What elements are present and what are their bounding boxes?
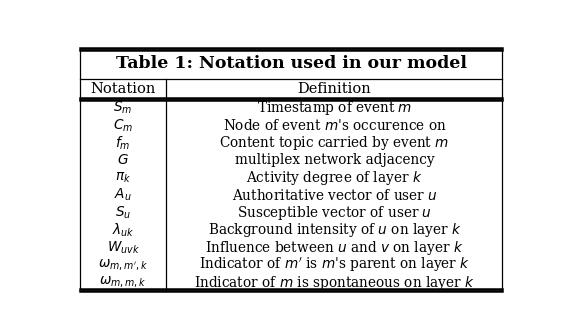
Text: Activity degree of layer $k$: Activity degree of layer $k$ [246,169,423,187]
Text: multiplex network adjacency: multiplex network adjacency [235,154,434,167]
Text: Table 1: Notation used in our model: Table 1: Notation used in our model [116,55,466,72]
Text: Notation: Notation [90,82,156,96]
Text: Susceptible vector of user $u$: Susceptible vector of user $u$ [237,204,432,222]
Text: $\lambda_{uk}$: $\lambda_{uk}$ [112,221,135,239]
Text: Node of event $m$'s occurence on: Node of event $m$'s occurence on [223,118,446,133]
Text: Definition: Definition [298,82,371,96]
Text: Authoritative vector of user $u$: Authoritative vector of user $u$ [232,188,437,203]
Text: Content topic carried by event $m$: Content topic carried by event $m$ [219,134,449,152]
Text: $W_{uvk}$: $W_{uvk}$ [107,240,140,256]
Text: $S_m$: $S_m$ [114,100,133,116]
Text: Indicator of $m^{\prime}$ is $m$'s parent on layer $k$: Indicator of $m^{\prime}$ is $m$'s paren… [199,256,470,274]
Text: Indicator of $m$ is spontaneous on layer $k$: Indicator of $m$ is spontaneous on layer… [194,274,475,292]
Text: Influence between $u$ and $v$ on layer $k$: Influence between $u$ and $v$ on layer $… [205,239,463,257]
Text: $G$: $G$ [117,154,129,167]
Text: $S_u$: $S_u$ [115,205,131,221]
Text: Timestamp of event $m$: Timestamp of event $m$ [257,99,412,117]
Text: $\omega_{m,m,k}$: $\omega_{m,m,k}$ [99,275,147,290]
Text: $\pi_k$: $\pi_k$ [115,171,131,185]
Text: $C_m$: $C_m$ [113,117,133,134]
Text: $f_m$: $f_m$ [115,134,131,152]
Text: $A_u$: $A_u$ [114,187,132,204]
Text: $\omega_{m,m^{\prime},k}$: $\omega_{m,m^{\prime},k}$ [98,258,148,272]
Text: Background intensity of $u$ on layer $k$: Background intensity of $u$ on layer $k$ [207,221,461,239]
